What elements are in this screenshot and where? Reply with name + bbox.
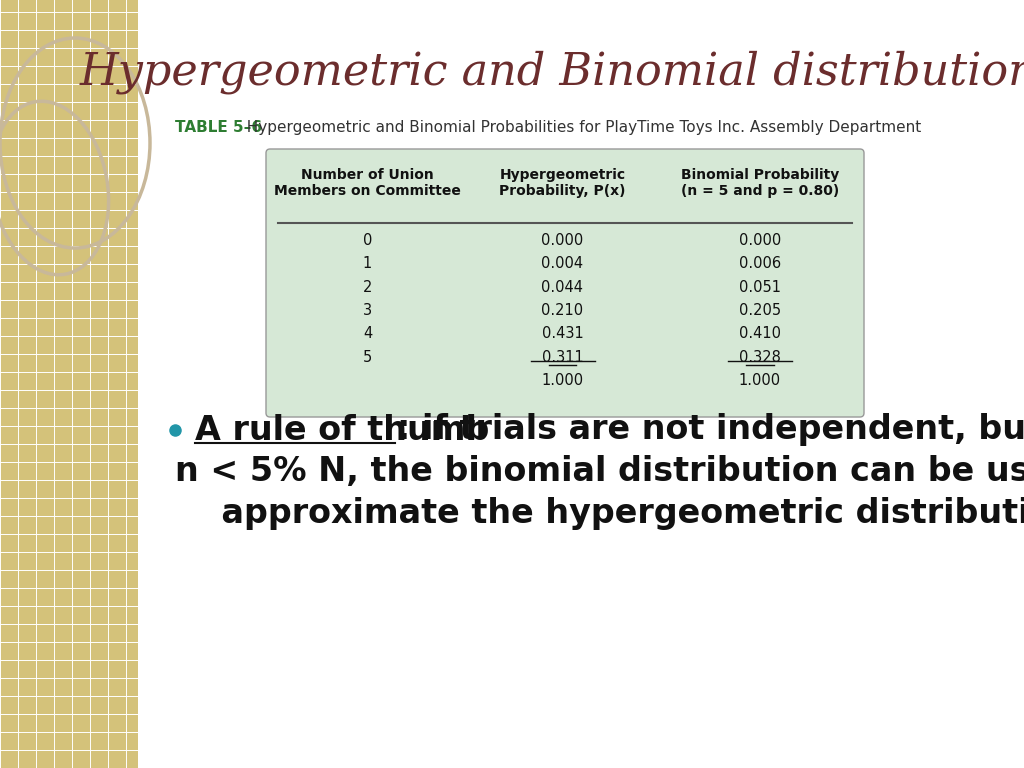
Text: 1: 1 (362, 257, 372, 271)
Bar (0, 0, 138, 768)
Text: approximate the hypergeometric distribution.: approximate the hypergeometric distribut… (175, 498, 1024, 531)
Text: 0.410: 0.410 (739, 326, 781, 341)
Text: Number of Union
Members on Committee: Number of Union Members on Committee (274, 168, 461, 198)
Text: 3: 3 (362, 303, 372, 318)
Text: 1.000: 1.000 (739, 373, 781, 388)
Text: 0.311: 0.311 (542, 349, 584, 365)
Text: A rule of thumb: A rule of thumb (195, 413, 489, 446)
Text: 0.006: 0.006 (739, 257, 781, 271)
Text: : if trials are not independent, but: : if trials are not independent, but (397, 413, 1024, 446)
Text: 0.205: 0.205 (739, 303, 781, 318)
Text: 2: 2 (362, 280, 372, 295)
Text: 0.000: 0.000 (542, 233, 584, 248)
Text: 5: 5 (362, 349, 372, 365)
Text: Binomial Probability
(n = 5 and p = 0.80): Binomial Probability (n = 5 and p = 0.80… (681, 168, 839, 198)
Text: 0.004: 0.004 (542, 257, 584, 271)
Text: 4: 4 (362, 326, 372, 341)
Text: n < 5% N, the binomial distribution can be used to: n < 5% N, the binomial distribution can … (175, 455, 1024, 488)
Text: 0.000: 0.000 (739, 233, 781, 248)
Text: 0.210: 0.210 (542, 303, 584, 318)
FancyBboxPatch shape (266, 149, 864, 417)
Text: TABLE 5–6: TABLE 5–6 (175, 120, 262, 135)
Text: Hypergeometric and Binomial distributions: Hypergeometric and Binomial distribution… (80, 50, 1024, 94)
Text: 0.051: 0.051 (739, 280, 781, 295)
Text: 0: 0 (362, 233, 372, 248)
Text: Hypergeometric and Binomial Probabilities for PlayTime Toys Inc. Assembly Depart: Hypergeometric and Binomial Probabilitie… (237, 120, 922, 135)
Text: Hypergeometric
Probability, P(x): Hypergeometric Probability, P(x) (500, 168, 626, 198)
Text: 0.431: 0.431 (542, 326, 584, 341)
Text: 0.044: 0.044 (542, 280, 584, 295)
Text: 0.328: 0.328 (739, 349, 781, 365)
Text: 1.000: 1.000 (542, 373, 584, 388)
